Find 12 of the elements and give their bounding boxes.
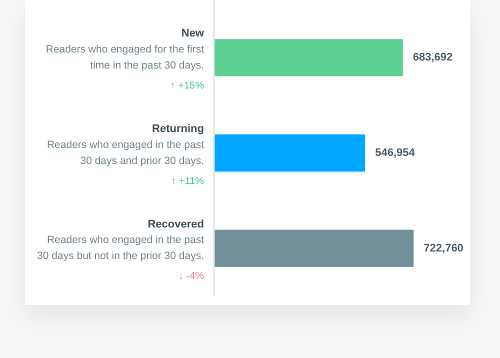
text: ↑ +11% (171, 176, 204, 187)
text: ↑ +15% (170, 80, 204, 92)
data-label: 722,760 (424, 242, 464, 254)
data-label: 683,692 (412, 52, 453, 64)
text: ↓ -4% (178, 271, 204, 282)
data-label: 546,954 (375, 147, 416, 160)
y-tick-label: Recovered (148, 218, 204, 230)
y-tick-label: Returning (152, 123, 204, 136)
y-tick-label: New (181, 28, 204, 40)
text: Readers who engaged in the past 30 days and prior 30 days. (46, 138, 204, 167)
text: Readers who engaged for the first time in the past 30 days. (46, 44, 204, 72)
text: Readers who engaged in the past 30 days but not in the prior 30 days. (37, 234, 204, 262)
